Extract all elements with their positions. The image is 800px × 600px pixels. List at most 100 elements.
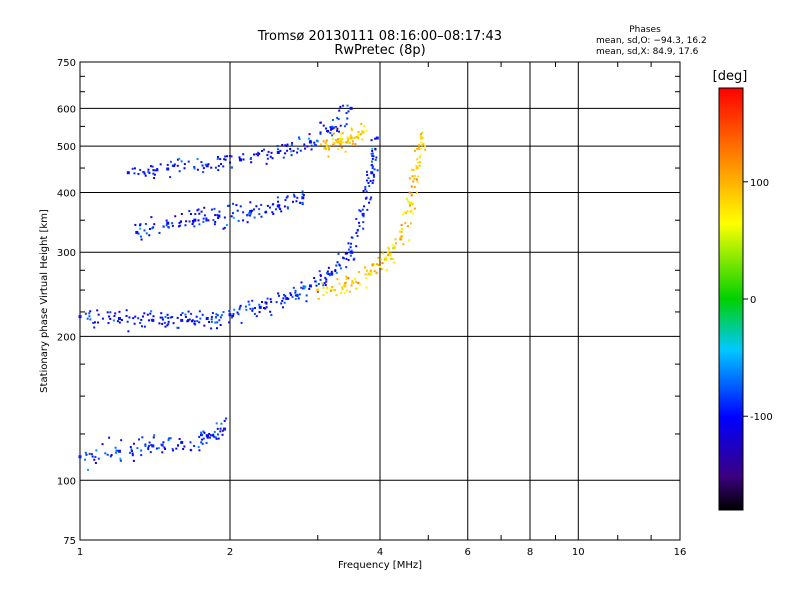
echo-point xyxy=(193,165,196,168)
echo-point xyxy=(178,157,181,160)
echo-point xyxy=(314,144,317,147)
echo-point xyxy=(171,164,174,167)
echo-point xyxy=(169,437,172,440)
echo-point xyxy=(408,239,411,242)
echo-point xyxy=(315,284,318,287)
echo-point xyxy=(266,154,269,157)
echo-point xyxy=(178,170,181,173)
echo-point xyxy=(282,156,285,159)
echo-point xyxy=(202,167,205,170)
echo-point xyxy=(327,155,330,158)
echo-point xyxy=(218,210,221,213)
echo-point xyxy=(319,131,322,134)
echo-point xyxy=(278,206,281,209)
echo-point xyxy=(415,147,418,150)
echo-point xyxy=(415,191,418,194)
y-tick-label: 75 xyxy=(63,536,76,547)
echo-point xyxy=(260,203,263,206)
echo-point xyxy=(216,433,219,436)
echo-point xyxy=(279,208,282,211)
data-point xyxy=(151,444,155,448)
echo-point xyxy=(190,320,193,323)
echo-point xyxy=(200,441,203,444)
echo-point xyxy=(208,432,211,435)
echo-point xyxy=(287,297,290,300)
echo-point xyxy=(177,444,180,447)
echo-point xyxy=(279,149,282,152)
echo-point xyxy=(210,315,213,318)
echo-point xyxy=(283,205,286,208)
echo-point xyxy=(325,280,328,283)
echo-point xyxy=(365,277,368,280)
echo-point xyxy=(115,449,118,452)
data-point xyxy=(336,140,340,144)
data-point xyxy=(349,250,353,254)
echo-point xyxy=(126,320,129,323)
echo-point xyxy=(147,170,150,173)
echo-point xyxy=(290,154,293,157)
echo-point xyxy=(246,214,249,217)
echo-point xyxy=(330,287,333,290)
echo-point xyxy=(324,276,327,279)
echo-point xyxy=(335,140,338,143)
echo-point xyxy=(277,292,280,295)
data-point xyxy=(258,305,262,309)
echo-point xyxy=(172,322,175,325)
echo-point xyxy=(202,437,205,440)
echo-point xyxy=(93,458,96,461)
data-point xyxy=(249,210,253,214)
echo-point xyxy=(258,152,261,155)
echo-point xyxy=(203,431,206,434)
echo-point xyxy=(125,309,128,312)
echo-point xyxy=(362,124,365,127)
echo-point xyxy=(358,209,361,212)
data-point xyxy=(375,136,379,140)
echo-point xyxy=(214,321,217,324)
echo-point xyxy=(272,213,275,216)
echo-point xyxy=(242,158,245,161)
y-tick-label: 750 xyxy=(57,58,76,69)
echo-point xyxy=(167,437,170,440)
echo-point xyxy=(304,285,307,288)
echo-point xyxy=(148,228,151,231)
echo-point xyxy=(148,171,151,174)
echo-point xyxy=(345,277,348,280)
echo-point xyxy=(300,281,303,284)
echo-point xyxy=(178,222,181,225)
echo-point xyxy=(270,314,273,317)
echo-point xyxy=(225,417,228,420)
echo-point xyxy=(220,422,223,425)
echo-point xyxy=(380,258,383,261)
echo-point xyxy=(357,137,360,140)
echo-point xyxy=(232,314,235,317)
echo-point xyxy=(264,301,267,304)
echo-point xyxy=(200,210,203,213)
echo-point xyxy=(276,196,279,199)
data-point xyxy=(117,449,121,453)
echo-point xyxy=(139,224,142,227)
echo-point xyxy=(283,301,286,304)
echo-point xyxy=(351,251,354,254)
echo-point xyxy=(338,264,341,267)
echo-point xyxy=(94,455,97,458)
data-point xyxy=(78,315,82,319)
echo-point xyxy=(372,179,375,182)
echo-point xyxy=(369,179,372,182)
echo-point xyxy=(127,330,130,333)
echo-point xyxy=(221,429,224,432)
echo-point xyxy=(240,321,243,324)
x-axis-label: Frequency [MHz] xyxy=(338,560,422,571)
echo-point xyxy=(341,286,344,289)
echo-point xyxy=(394,246,397,249)
echo-point xyxy=(392,247,395,250)
echo-point xyxy=(354,278,357,281)
echo-point xyxy=(271,157,274,160)
echo-point xyxy=(222,311,225,314)
echo-point xyxy=(210,318,213,321)
echo-point xyxy=(286,149,289,152)
chart-subtitle: RwPretec (8p) xyxy=(334,43,425,58)
echo-point xyxy=(302,194,305,197)
echo-point xyxy=(401,213,404,216)
echo-point xyxy=(317,282,320,285)
echo-point xyxy=(296,147,299,150)
